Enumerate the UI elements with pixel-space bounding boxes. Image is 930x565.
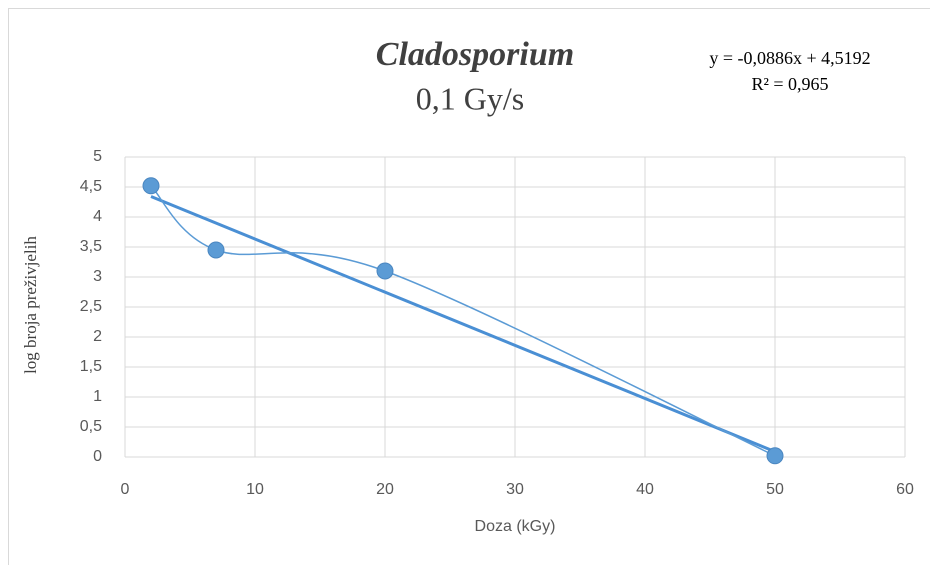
data-point <box>766 447 784 465</box>
y-tick-label: 3,5 <box>80 238 102 255</box>
data-point <box>142 177 160 195</box>
data-point <box>376 262 394 280</box>
y-tick-label: 2,5 <box>80 298 102 315</box>
y-tick-label: 1,5 <box>80 358 102 375</box>
x-tick-label: 0 <box>121 481 130 498</box>
x-tick-label: 40 <box>636 481 654 498</box>
y-tick-label: 2 <box>93 328 102 345</box>
y-tick-label: 0 <box>93 448 102 465</box>
chart-subtitle: 0,1 Gy/s <box>416 80 524 116</box>
y-tick-label: 4,5 <box>80 178 102 195</box>
chart-border <box>8 8 930 565</box>
y-tick-label: 4 <box>93 208 102 225</box>
x-axis-label: Doza (kGy) <box>475 518 556 535</box>
y-tick-label: 1 <box>93 388 102 405</box>
y-axis-label: log broja preživjelih <box>21 236 40 374</box>
chart-title: Cladosporium <box>376 36 574 73</box>
y-tick-label: 3 <box>93 268 102 285</box>
data-point <box>207 241 225 259</box>
trendline <box>150 195 776 454</box>
y-tick-label: 5 <box>93 148 102 165</box>
series-line <box>150 185 776 457</box>
x-tick-label: 30 <box>506 481 524 498</box>
y-tick-label: 0,5 <box>80 418 102 435</box>
trendline-r2: R² = 0,965 <box>751 74 828 94</box>
x-tick-label: 60 <box>896 481 914 498</box>
x-tick-label: 50 <box>766 481 784 498</box>
x-tick-label: 10 <box>246 481 264 498</box>
x-tick-label: 20 <box>376 481 394 498</box>
trendline-equation: y = -0,0886x + 4,5192 <box>709 48 870 68</box>
